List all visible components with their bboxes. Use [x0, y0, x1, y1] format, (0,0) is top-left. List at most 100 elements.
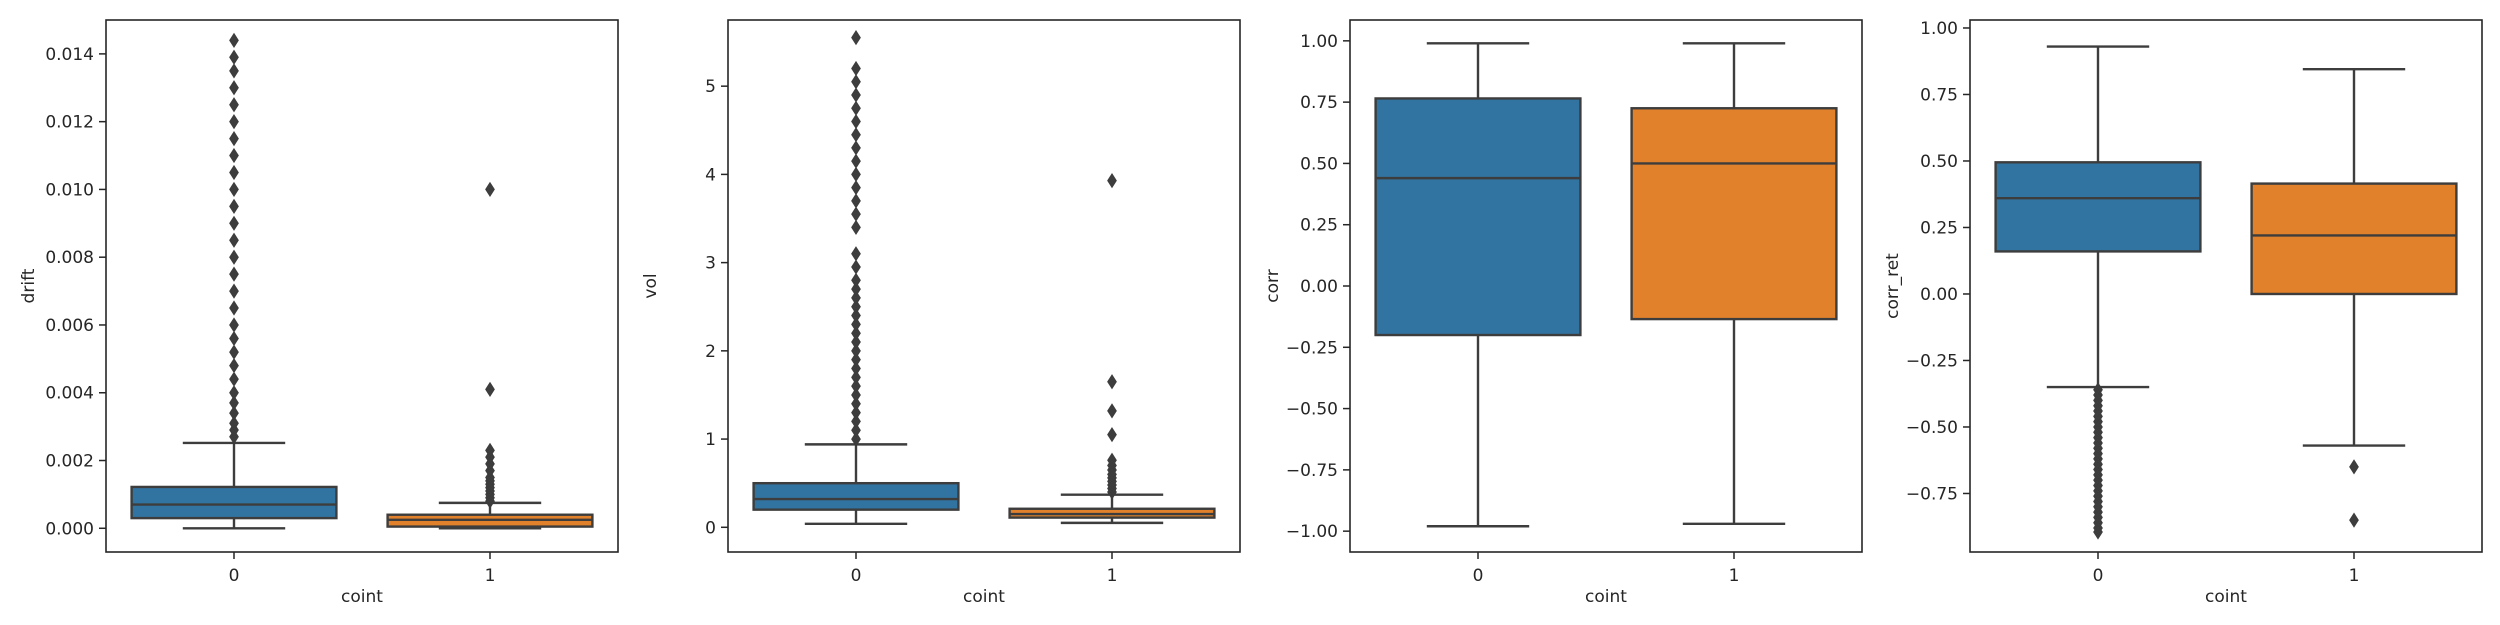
outlier-point [851, 30, 861, 46]
outlier-point [851, 272, 861, 288]
y-axis-label: corr_ret [1883, 253, 1903, 319]
x-tick-label: 0 [1473, 566, 1484, 586]
y-tick-label: −0.75 [1286, 461, 1338, 481]
outlier-point [851, 60, 861, 77]
x-tick-label: 0 [229, 566, 240, 586]
box-group-0 [130, 32, 338, 530]
outlier-point [229, 114, 239, 130]
y-tick-label: 0.012 [45, 113, 94, 133]
outlier-point [851, 352, 861, 368]
outlier-point [229, 371, 239, 387]
box-group-0 [1994, 45, 2202, 540]
outlier-point [851, 193, 861, 209]
x-tick-label: 1 [2349, 566, 2360, 586]
y-tick-label: 0.50 [1920, 152, 1958, 172]
outlier-point [851, 281, 861, 297]
outlier-point [851, 153, 861, 169]
y-tick-label: 0.75 [1920, 85, 1958, 105]
y-tick-label: 0.002 [45, 452, 94, 472]
outlier-point [851, 343, 861, 359]
outlier-point [229, 63, 239, 79]
box-group-1 [1630, 42, 1838, 526]
box-iqr [1994, 161, 2202, 253]
chart-panel-corr_ret: −0.75 −0.50 −0.25 0.00 0.25 0.50 0.75 1.00 0 1 coi… [1883, 19, 2483, 607]
outlier-point [851, 396, 861, 412]
outlier-point [1107, 172, 1117, 189]
y-tick-label: −0.50 [1286, 400, 1338, 420]
outlier-point [229, 317, 239, 333]
outlier-point [1107, 403, 1117, 419]
outlier-point [851, 246, 861, 262]
y-tick-label: 0.25 [1300, 216, 1338, 236]
y-tick-label: −1.00 [1286, 522, 1338, 542]
box-group-1 [2250, 68, 2458, 528]
box-group-0 [1374, 42, 1582, 528]
outlier-point [851, 140, 861, 156]
plot-frame [727, 19, 1241, 553]
y-tick-label: −0.50 [1906, 418, 1958, 438]
outlier-point [851, 166, 861, 183]
y-tick-label: 2 [705, 342, 716, 362]
outlier-point [851, 299, 861, 315]
outlier-point [851, 387, 861, 403]
outlier-point [851, 290, 861, 306]
outlier-point [229, 266, 239, 282]
y-tick-label: 1 [705, 430, 716, 450]
outlier-point [229, 164, 239, 181]
y-tick-label: 0.014 [45, 45, 94, 65]
outlier-point [851, 413, 861, 430]
y-tick-label: 0.000 [45, 519, 94, 539]
x-tick-label: 1 [1107, 566, 1118, 586]
outlier-point [2349, 459, 2359, 475]
y-tick-label: 0.010 [45, 180, 94, 200]
x-tick-label: 0 [851, 566, 862, 586]
y-axis-label: vol [641, 273, 661, 298]
y-tick-label: −0.75 [1906, 484, 1958, 504]
outlier-point [851, 404, 861, 421]
x-axis-label: coint [963, 587, 1005, 607]
y-tick-label: 0.50 [1300, 154, 1338, 174]
outlier-point [485, 381, 495, 397]
box-iqr [1374, 97, 1582, 337]
outlier-point [851, 127, 861, 143]
box-group-1 [1008, 172, 1216, 525]
y-tick-label: 0.25 [1920, 218, 1958, 238]
outlier-point [229, 385, 239, 401]
outlier-point [851, 325, 861, 341]
outlier-point [851, 360, 861, 377]
y-tick-label: 1.00 [1300, 32, 1338, 52]
outlier-point [851, 100, 861, 116]
outlier-point [1107, 452, 1117, 468]
box-iqr [752, 481, 960, 511]
y-tick-label: −0.25 [1286, 338, 1338, 358]
outlier-point [851, 422, 861, 438]
outlier-point [851, 316, 861, 332]
y-tick-label: 0.75 [1300, 93, 1338, 113]
outlier-point [229, 147, 239, 164]
box-iqr [1630, 107, 1838, 321]
outlier-point [229, 300, 239, 316]
x-tick-label: 1 [485, 566, 496, 586]
outlier-point [229, 249, 239, 265]
outlier-point [851, 87, 861, 103]
x-tick-label: 0 [2093, 566, 2104, 586]
y-tick-label: 0.00 [1300, 277, 1338, 297]
outlier-point [851, 180, 861, 196]
outlier-point [485, 442, 495, 458]
outlier-point [2349, 512, 2359, 528]
y-tick-label: 5 [705, 77, 716, 97]
outlier-point [485, 181, 495, 198]
box-group-1 [386, 181, 594, 530]
outlier-point [851, 74, 861, 90]
x-axis-label: coint [1585, 587, 1627, 607]
y-tick-label: 0 [705, 518, 716, 538]
x-axis-label: coint [341, 587, 383, 607]
outlier-point [229, 198, 239, 214]
outlier-point [851, 113, 861, 130]
chart-panel-vol: 0 1 2 3 4 5 0 1 coint vol [641, 19, 1241, 607]
y-tick-label: 0.006 [45, 316, 94, 336]
outlier-point [229, 215, 239, 231]
outlier-point [851, 206, 861, 222]
outlier-point [851, 219, 861, 235]
